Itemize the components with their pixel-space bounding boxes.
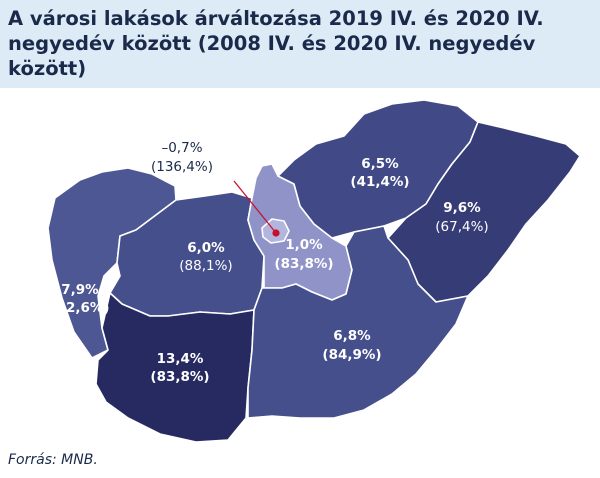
- change-label: 6,0%: [187, 240, 225, 256]
- region-del-alfold: [247, 225, 469, 419]
- change-label: –0,7%: [161, 140, 202, 156]
- region-label-eszak-magyarorszag: 6,5% (41,4%): [350, 156, 409, 190]
- source-note: Forrás: MNB.: [8, 452, 98, 468]
- change-label: 6,8%: [333, 328, 371, 344]
- region-del-dunantul: [95, 292, 255, 443]
- index-label: (83,8%): [274, 256, 333, 272]
- index-label: (41,4%): [350, 174, 409, 190]
- page-title: A városi lakások árváltozása 2019 IV. és…: [8, 7, 544, 80]
- region-label-kozep-dunantul: 6,0% (88,1%): [179, 240, 232, 274]
- region-label-nyugat-dunantul: 7,9% (92,6%): [50, 282, 109, 316]
- budapest-leader-line: [233, 180, 277, 234]
- map-area: 7,9% (92,6%) 6,0% (88,1%) 13,4% (83,8%) …: [0, 88, 600, 448]
- index-label: (83,8%): [150, 369, 209, 385]
- index-label: (88,1%): [179, 258, 232, 274]
- hungary-map: 7,9% (92,6%) 6,0% (88,1%) 13,4% (83,8%) …: [47, 99, 581, 443]
- index-label: (92,6%): [50, 300, 109, 316]
- region-label-del-dunantul: 13,4% (83,8%): [150, 351, 209, 385]
- change-label: 6,5%: [361, 156, 399, 172]
- index-label: (136,4%): [151, 159, 213, 175]
- change-label: 9,6%: [443, 200, 481, 216]
- region-label-pest: 1,0% (83,8%): [274, 237, 333, 272]
- budapest-marker: [272, 229, 280, 237]
- change-label: 1,0%: [285, 237, 323, 253]
- title-bar: A városi lakások árváltozása 2019 IV. és…: [0, 0, 600, 88]
- change-label: 7,9%: [61, 282, 99, 298]
- region-label-eszak-alfold: 9,6% (67,4%): [435, 200, 488, 235]
- region-label-del-alfold: 6,8% (84,9%): [322, 328, 381, 363]
- region-label-budapest: –0,7% (136,4%): [151, 140, 213, 175]
- index-label: (67,4%): [435, 219, 488, 235]
- change-label: 13,4%: [157, 351, 204, 367]
- index-label: (84,9%): [322, 347, 381, 363]
